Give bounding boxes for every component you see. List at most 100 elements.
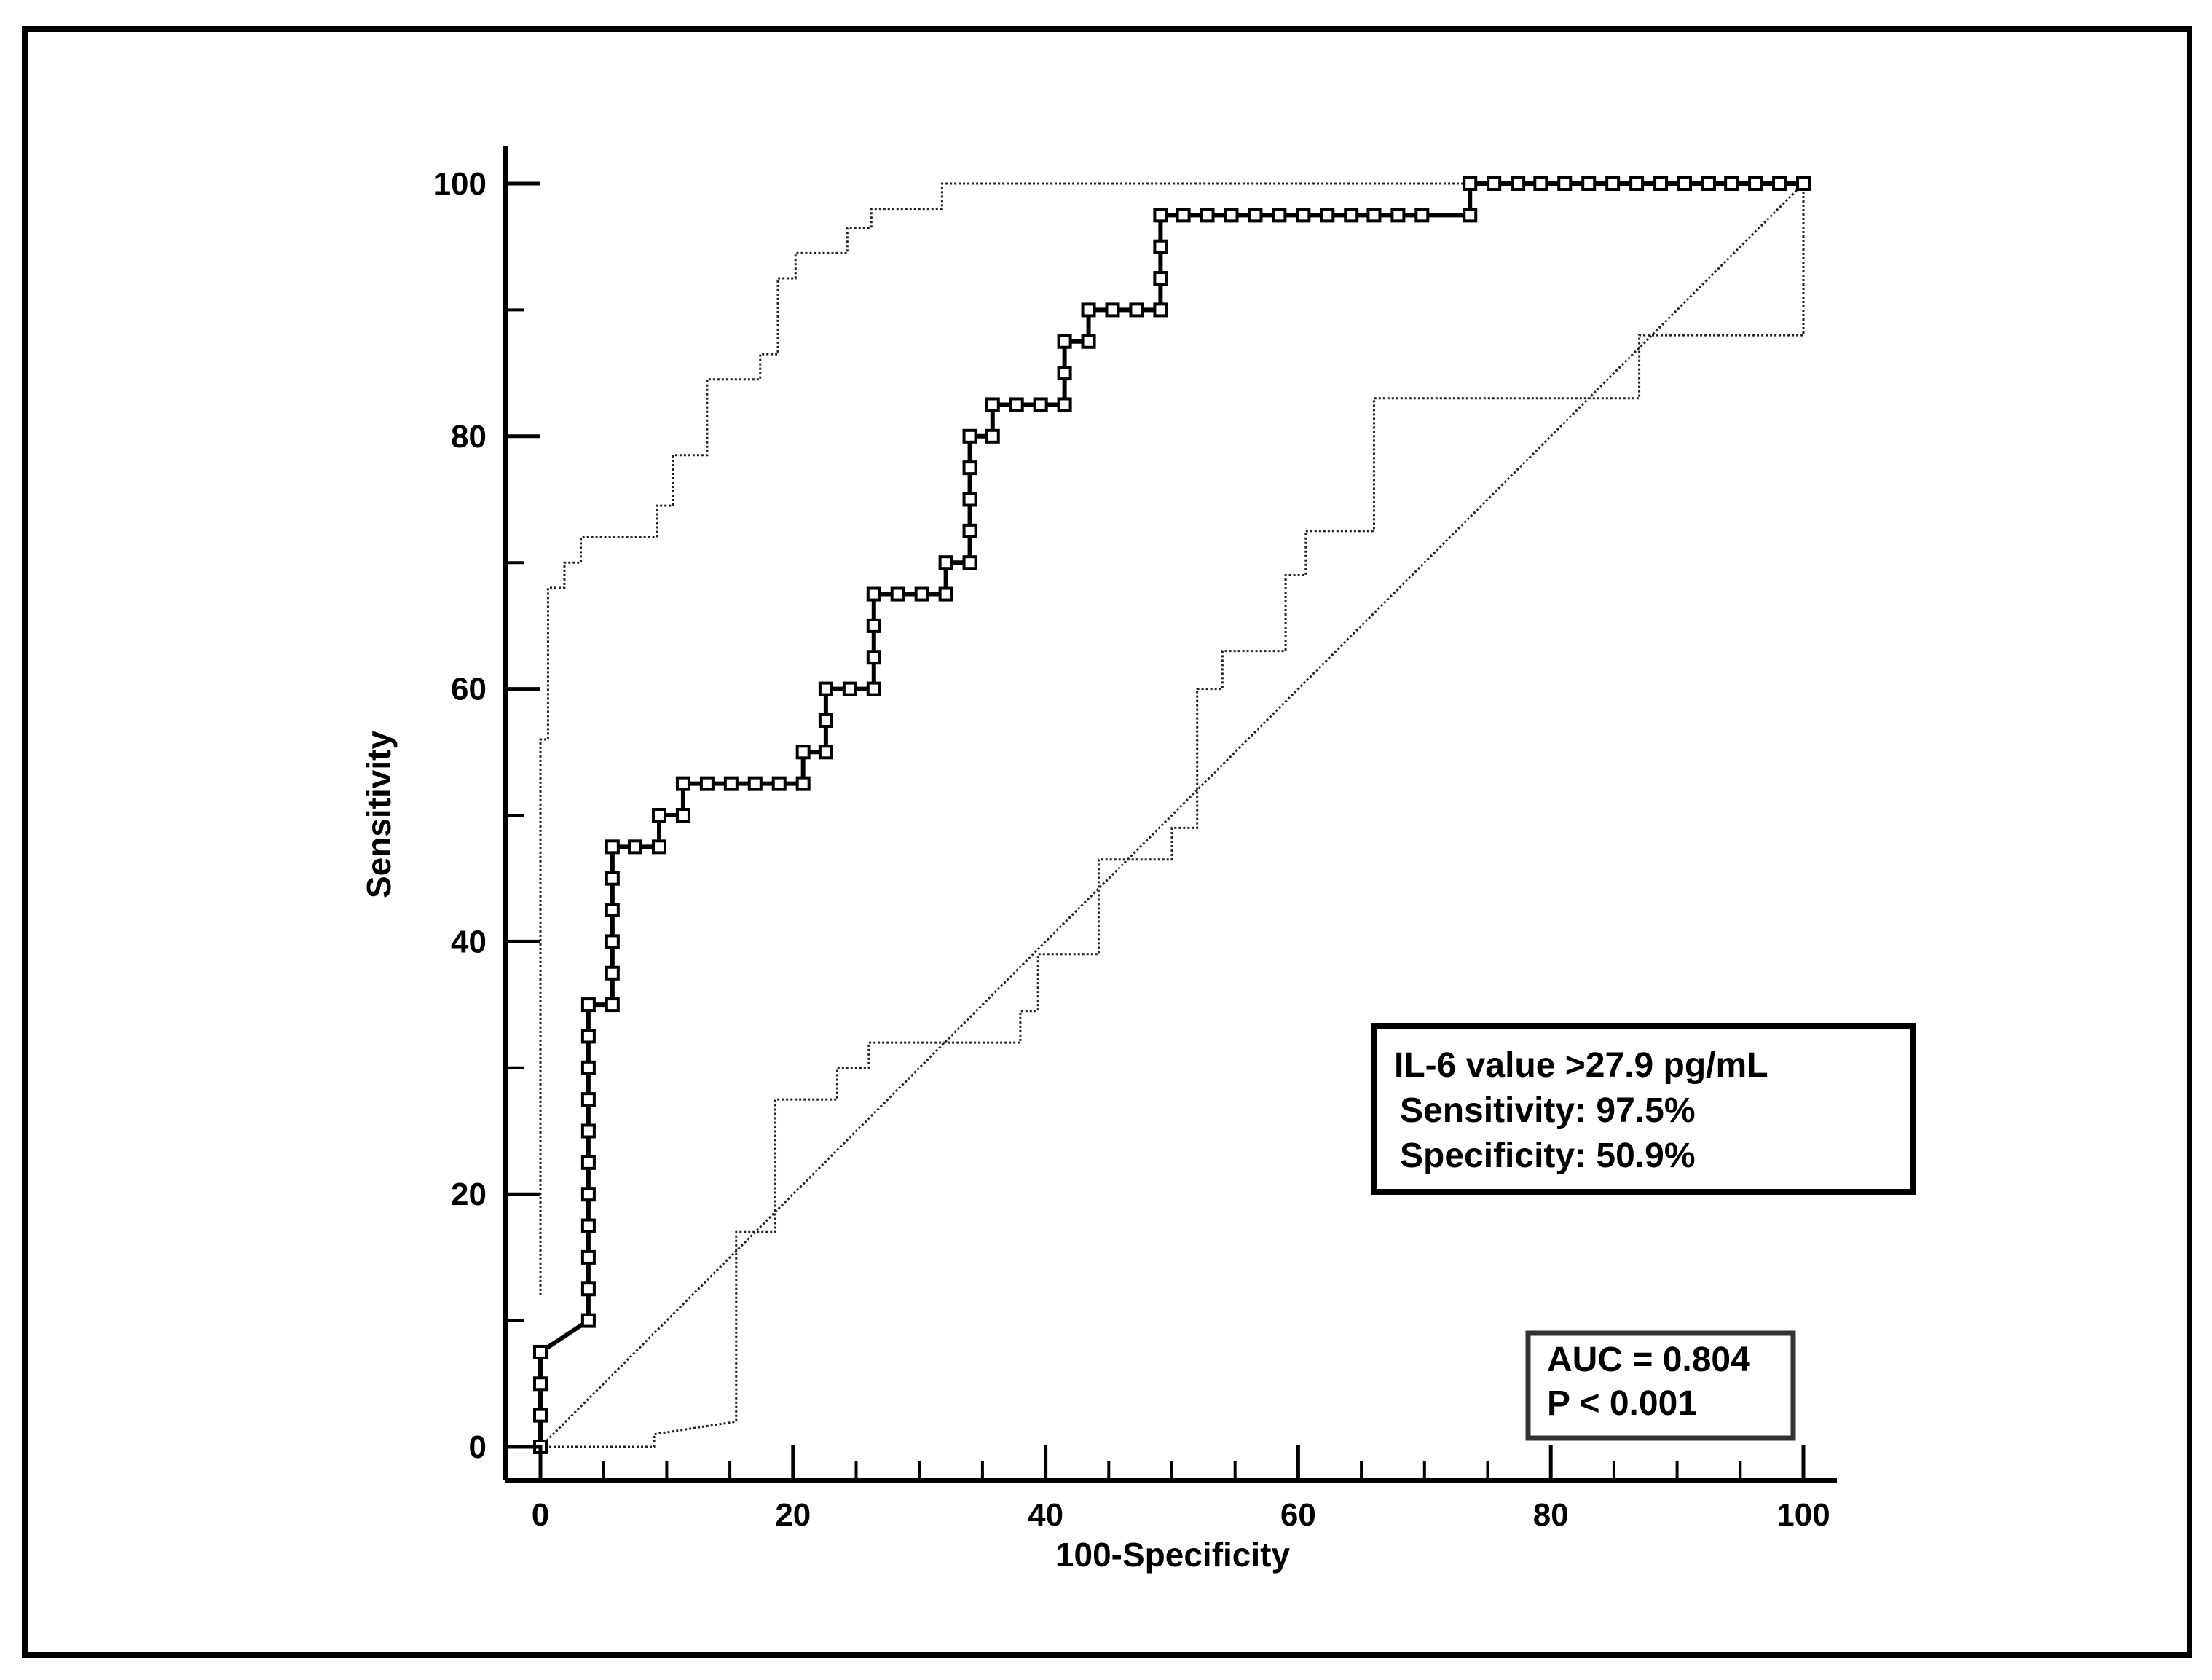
ticks: 0 20 40 60 80 100 0 20 40 60 80 100 [433,166,1830,1533]
auc-box: AUC = 0.804 P < 0.001 [1525,1330,1796,1441]
roc-point-marker [1463,176,1478,191]
roc-point-marker [533,1408,548,1423]
roc-point-marker [675,808,690,823]
roc-point-marker [818,713,833,728]
roc-point-marker [1200,208,1215,223]
figure-frame [22,26,2192,1658]
roc-point-marker [1009,397,1024,412]
y-tick-label: 60 [451,672,487,707]
roc-point-marker [1057,334,1072,349]
lower-confidence-bound-line [540,184,1805,1448]
roc-point-marker [651,808,666,823]
cutoff-box-border [1371,1023,1916,1195]
roc-point-marker [795,776,811,791]
roc-point-marker [1701,176,1716,191]
roc-point-marker [605,839,620,855]
roc-point-marker [1224,208,1239,223]
roc-point-marker [580,1249,596,1265]
roc-point-marker [1033,397,1048,412]
roc-point-marker [1511,176,1526,191]
roc-point-marker [962,460,977,476]
roc-point-marker [985,428,1000,444]
roc-point-marker [962,555,977,570]
x-tick-label: 20 [775,1497,811,1533]
roc-point-marker [1344,208,1359,223]
roc-point-marker [747,776,763,791]
roc-point-marker [580,1060,596,1075]
roc-point-marker [818,745,833,760]
roc-point-marker [1653,176,1669,191]
axes [503,146,1837,1483]
x-axis-title: 100-Specificity [1055,1536,1291,1574]
roc-point-marker [1629,176,1645,191]
roc-point-marker [605,871,620,886]
roc-point-marker [605,934,620,949]
roc-point-marker [1081,302,1096,318]
cutoff-box-title: IL-6 value >27.9 pg/mL [1394,1046,1768,1085]
roc-point-marker [914,586,929,602]
roc-point-marker [580,1092,596,1107]
y-tick-label: 40 [451,924,487,959]
roc-point-marker [1057,366,1072,381]
roc-point-marker [1176,208,1191,223]
roc-point-marker [890,586,905,602]
roc-point-marker [580,1218,596,1233]
roc-point-marker [818,681,833,696]
roc-point-marker [605,997,620,1013]
cutoff-box-specificity: Specificity: 50.9% [1400,1137,1696,1175]
roc-point-marker [1057,397,1072,412]
roc-point-marker [1390,208,1406,223]
roc-point-marker [1153,271,1168,286]
roc-point-marker [1487,176,1502,191]
roc-point-marker [580,997,596,1013]
roc-point-marker [985,397,1000,412]
roc-point-marker [962,428,977,444]
roc-point-marker [605,903,620,918]
roc-curve-group [533,176,1811,1454]
roc-point-marker [580,1187,596,1202]
roc-point-marker [1296,208,1311,223]
y-axis-title: Sensitivity [360,731,398,899]
roc-point-marker [580,1313,596,1328]
roc-point-marker [1153,208,1168,223]
roc-point-marker [1414,208,1430,223]
roc-point-marker [651,839,666,855]
y-tick-label: 0 [469,1429,487,1465]
roc-point-marker [533,1344,548,1359]
roc-point-marker [1248,208,1263,223]
roc-point-marker [1677,176,1693,191]
roc-point-marker [1581,176,1597,191]
roc-point-marker [580,1029,596,1044]
upper-confidence-bound-line [539,182,1803,1295]
roc-point-marker [1605,176,1621,191]
reference-diagonal-line [539,182,1805,1448]
auc-box-border [1525,1330,1796,1441]
y-tick-label: 100 [433,166,487,202]
roc-point-marker [842,681,857,696]
roc-point-marker [1153,239,1168,254]
roc-point-marker [723,776,739,791]
roc-point-marker [1533,176,1548,191]
roc-point-marker [1772,176,1787,191]
y-tick-label: 80 [451,419,487,455]
roc-point-marker [628,839,643,855]
cutoff-box: IL-6 value >27.9 pg/mL Sensitivity: 97.5… [1371,1023,1916,1195]
roc-point-marker [605,965,620,981]
roc-point-marker [962,523,977,538]
roc-point-marker [962,492,977,507]
x-tick-label: 60 [1280,1497,1316,1533]
roc-point-marker [1724,176,1739,191]
roc-point-marker [1557,176,1573,191]
auc-value: AUC = 0.804 [1547,1341,1750,1379]
roc-point-marker [1105,302,1120,318]
p-value: P < 0.001 [1547,1384,1697,1423]
roc-point-marker [1463,208,1478,223]
roc-point-marker [938,586,953,602]
roc-point-marker [795,745,811,760]
roc-point-marker [1366,208,1382,223]
x-tick-label: 0 [532,1497,549,1533]
roc-point-marker [580,1281,596,1297]
x-tick-label: 80 [1533,1497,1569,1533]
cutoff-box-sensitivity: Sensitivity: 97.5% [1400,1091,1696,1130]
